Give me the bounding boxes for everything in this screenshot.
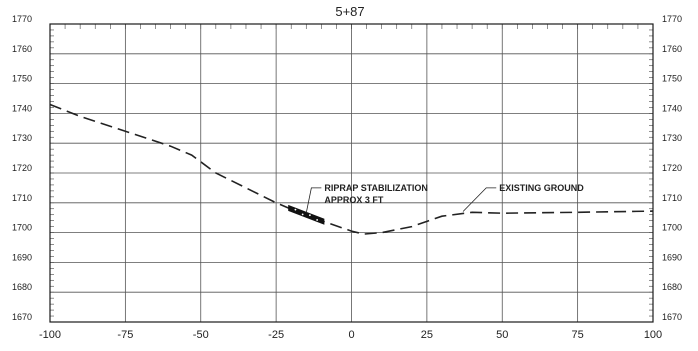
x-tick-label: 50 — [496, 329, 508, 341]
annotation-label: EXISTING GROUND — [499, 183, 584, 193]
y-tick-label-left: 1690 — [12, 252, 32, 262]
minor-ticks — [49, 23, 654, 323]
y-tick-label-left: 1700 — [12, 223, 32, 233]
y-tick-label-right: 1700 — [662, 223, 682, 233]
annotation-label: APPROX 3 FT — [324, 195, 384, 205]
y-tick-label-right: 1770 — [662, 14, 682, 24]
x-tick-label: -75 — [117, 329, 133, 341]
grid — [49, 23, 654, 323]
y-tick-label-right: 1690 — [662, 252, 682, 262]
riprap-leader — [305, 187, 322, 213]
plot-frame — [49, 23, 654, 323]
y-tick-label-left: 1760 — [12, 44, 32, 54]
y-tick-label-right: 1760 — [662, 44, 682, 54]
y-tick-label-left: 1730 — [12, 133, 32, 143]
riprap-dot — [308, 214, 311, 217]
y-tick-label-right: 1710 — [662, 193, 682, 203]
y-axis-left: 1670 1680 1690 1700 1710 1720 1730 1740 1750 1760… — [12, 14, 32, 322]
y-tick-label-left: 1710 — [12, 193, 32, 203]
y-tick-label-right: 1670 — [662, 312, 682, 322]
y-tick-label-left: 1680 — [12, 282, 32, 292]
annotation-label: RIPRAP STABILIZATION — [324, 183, 428, 193]
y-tick-label-left: 1740 — [12, 103, 32, 113]
riprap-dot — [301, 213, 304, 216]
y-tick-label-left: 1750 — [12, 74, 32, 84]
y-tick-label-right: 1680 — [662, 282, 682, 292]
y-tick-label-left: 1720 — [12, 163, 32, 173]
x-tick-label: 100 — [644, 329, 662, 341]
y-tick-label-right: 1750 — [662, 74, 682, 84]
x-tick-label: 0 — [348, 329, 354, 341]
y-tick-label-right: 1730 — [662, 133, 682, 143]
x-tick-label: -50 — [193, 329, 209, 341]
x-tick-label: 75 — [572, 329, 584, 341]
riprap-dot — [316, 219, 319, 221]
chart-title: 5+87 — [335, 4, 364, 19]
y-tick-label-left: 1670 — [12, 312, 32, 322]
x-tick-label: -25 — [268, 329, 284, 341]
riprap-dot — [294, 208, 297, 211]
x-tick-label: -100 — [39, 329, 61, 341]
y-tick-label-right: 1720 — [662, 163, 682, 173]
x-tick-label: 25 — [421, 329, 433, 341]
y-tick-label-right: 1740 — [662, 103, 682, 113]
y-axis-right: 1670 1680 1690 1700 1710 1720 1730 1740 1750 1760… — [662, 14, 682, 322]
series-layer — [49, 103, 654, 235]
y-tick-label-left: 1770 — [12, 14, 32, 24]
x-axis: -100 -75 -50 -25 0 25 50 75 100 — [39, 329, 662, 341]
riprap-band — [288, 204, 325, 225]
existing-ground-leader — [462, 187, 497, 212]
annotations: RIPRAP STABILIZATION APPROX 3 FT EXISTING … — [305, 183, 584, 213]
